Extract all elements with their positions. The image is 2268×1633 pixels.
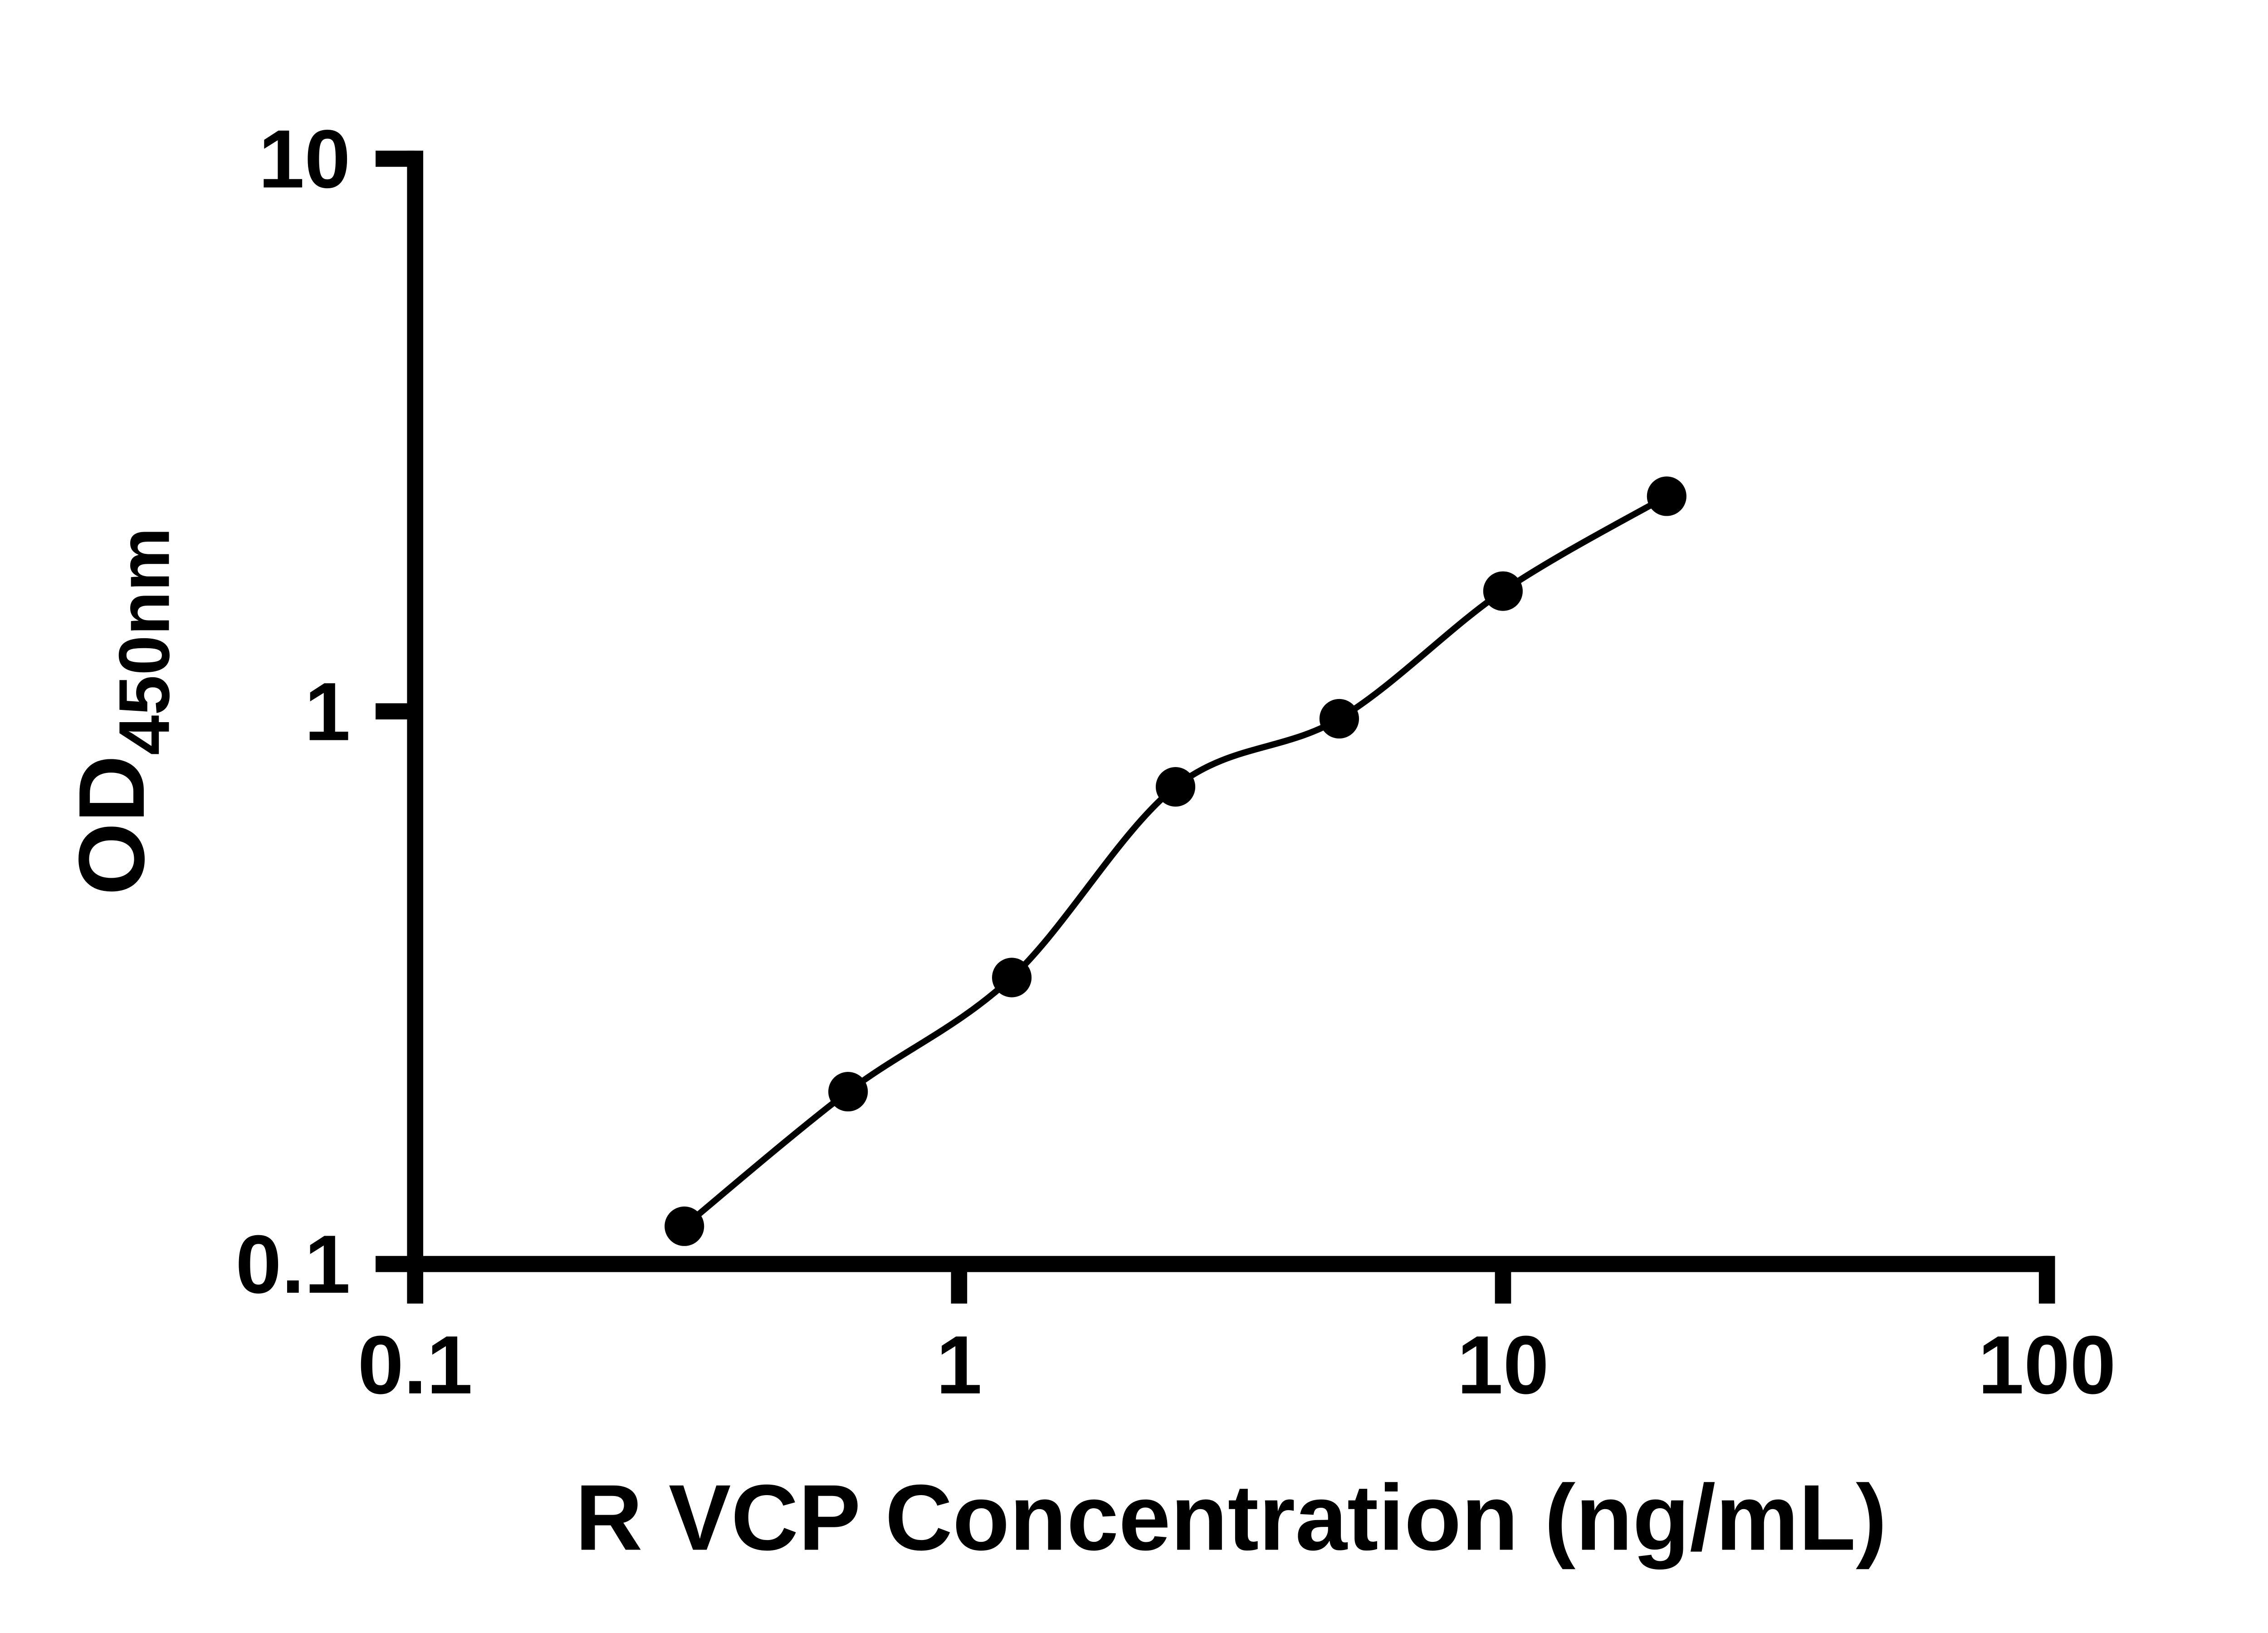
- fit-curve: [682, 493, 1668, 1229]
- data-point: [1155, 767, 1196, 807]
- data-point: [1647, 476, 1686, 516]
- y-tick-label: 10: [259, 112, 351, 205]
- axes: [376, 151, 2055, 1304]
- x-axis-title: R VCP Concentration (ng/mL): [575, 1465, 1887, 1569]
- y-axis-title-subscript: 450nm: [104, 528, 184, 755]
- data-point: [828, 1071, 868, 1112]
- y-axis-title: OD450nm: [59, 528, 184, 895]
- x-tick-labels: 0.1 1 10 100: [358, 1319, 2116, 1411]
- data-point: [1319, 699, 1359, 739]
- fit-curve-layer: [682, 493, 1668, 1229]
- data-point: [665, 1206, 704, 1246]
- x-tick-label: 1: [936, 1319, 982, 1411]
- y-tick-labels: 0.1 1 10: [235, 112, 350, 1310]
- data-point: [1483, 571, 1523, 611]
- x-tick-label: 0.1: [358, 1319, 473, 1411]
- y-tick-label: 0.1: [235, 1218, 350, 1310]
- y-tick-label: 1: [304, 665, 350, 758]
- data-points-layer: [665, 476, 1686, 1246]
- data-point: [992, 958, 1032, 997]
- x-tick-label: 10: [1457, 1319, 1549, 1411]
- y-axis-title-main: OD: [59, 755, 164, 895]
- x-tick-label: 100: [1978, 1319, 2116, 1411]
